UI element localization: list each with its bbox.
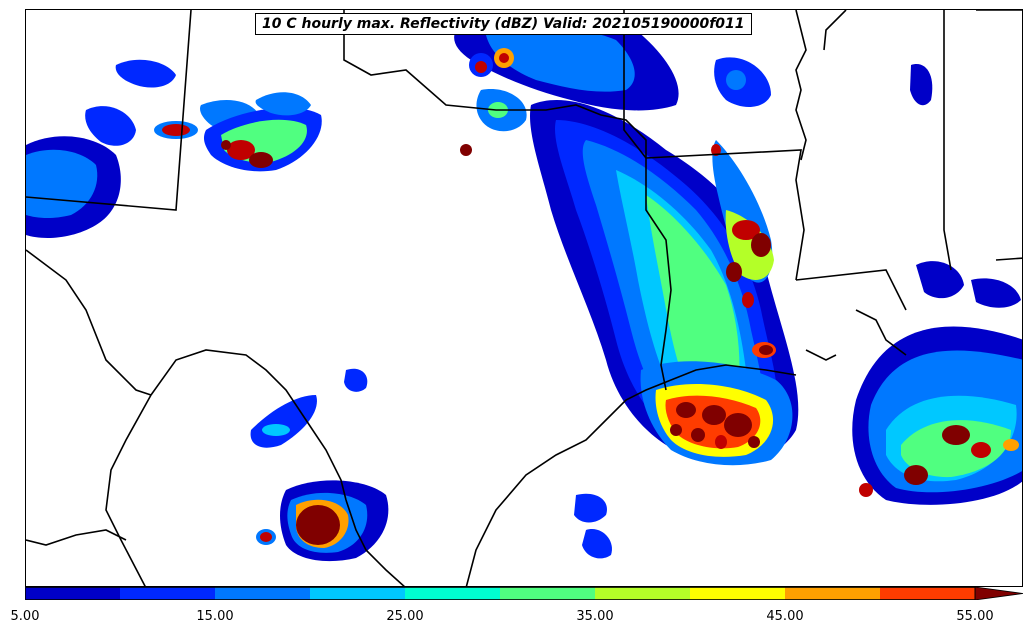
map-panel [25,9,1023,587]
colorbar-outline [25,587,976,600]
precip-east-cluster [852,261,1022,505]
colorbar-segment [25,587,121,600]
precip-northwest-cluster [26,59,322,238]
colorbar-segment [215,587,311,600]
precip-louisiana-band [530,100,799,466]
colorbar-extend-arrow [974,587,1023,600]
colorbar-segment [120,587,216,600]
colorbar [25,587,1023,600]
boundary-lines [26,10,1022,586]
colorbar-segment [310,587,406,600]
colorbar-tick-label: 5.00 [10,609,40,624]
colorbar-segment [690,587,786,600]
colorbar-tick-label: 45.00 [766,609,804,624]
precip-north-cluster [454,16,933,156]
map-title: 10 C hourly max. Reflectivity (dBZ) Vali… [255,13,752,35]
reflectivity-map [26,10,1022,586]
colorbar-segment [785,587,881,600]
precip-southwest-cluster [250,368,612,562]
colorbar-segment [405,587,501,600]
colorbar-tick-label: 15.00 [196,609,234,624]
colorbar-tick-label: 25.00 [386,609,424,624]
colorbar-segment [880,587,976,600]
colorbar-segment [595,587,691,600]
precip-louisiana-cores [711,144,776,358]
colorbar-tick-label: 55.00 [956,609,994,624]
colorbar-segment [500,587,596,600]
colorbar-tick-label: 35.00 [576,609,614,624]
